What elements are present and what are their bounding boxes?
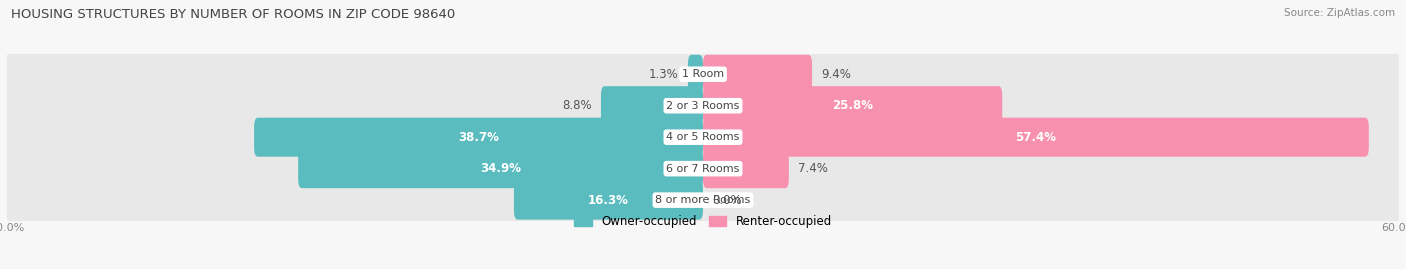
Text: 9.4%: 9.4% — [821, 68, 851, 81]
FancyBboxPatch shape — [515, 180, 703, 220]
FancyBboxPatch shape — [7, 46, 1399, 102]
Text: HOUSING STRUCTURES BY NUMBER OF ROOMS IN ZIP CODE 98640: HOUSING STRUCTURES BY NUMBER OF ROOMS IN… — [11, 8, 456, 21]
Text: 0.0%: 0.0% — [713, 194, 742, 207]
FancyBboxPatch shape — [703, 149, 789, 188]
FancyBboxPatch shape — [703, 118, 1369, 157]
Text: 7.4%: 7.4% — [799, 162, 828, 175]
Text: 38.7%: 38.7% — [458, 131, 499, 144]
FancyBboxPatch shape — [703, 55, 813, 94]
FancyBboxPatch shape — [7, 77, 1399, 134]
FancyBboxPatch shape — [703, 86, 1002, 125]
FancyBboxPatch shape — [7, 109, 1399, 165]
Text: 57.4%: 57.4% — [1015, 131, 1056, 144]
Text: 16.3%: 16.3% — [588, 194, 628, 207]
FancyBboxPatch shape — [254, 118, 703, 157]
Legend: Owner-occupied, Renter-occupied: Owner-occupied, Renter-occupied — [574, 215, 832, 228]
Text: 8.8%: 8.8% — [562, 99, 592, 112]
Text: 34.9%: 34.9% — [479, 162, 522, 175]
FancyBboxPatch shape — [7, 172, 1399, 228]
Text: 2 or 3 Rooms: 2 or 3 Rooms — [666, 101, 740, 111]
FancyBboxPatch shape — [7, 140, 1399, 197]
Text: Source: ZipAtlas.com: Source: ZipAtlas.com — [1284, 8, 1395, 18]
Text: 8 or more Rooms: 8 or more Rooms — [655, 195, 751, 205]
Text: 1 Room: 1 Room — [682, 69, 724, 79]
Text: 25.8%: 25.8% — [832, 99, 873, 112]
FancyBboxPatch shape — [298, 149, 703, 188]
FancyBboxPatch shape — [688, 55, 703, 94]
Text: 1.3%: 1.3% — [650, 68, 679, 81]
Text: 4 or 5 Rooms: 4 or 5 Rooms — [666, 132, 740, 142]
FancyBboxPatch shape — [600, 86, 703, 125]
Text: 6 or 7 Rooms: 6 or 7 Rooms — [666, 164, 740, 174]
